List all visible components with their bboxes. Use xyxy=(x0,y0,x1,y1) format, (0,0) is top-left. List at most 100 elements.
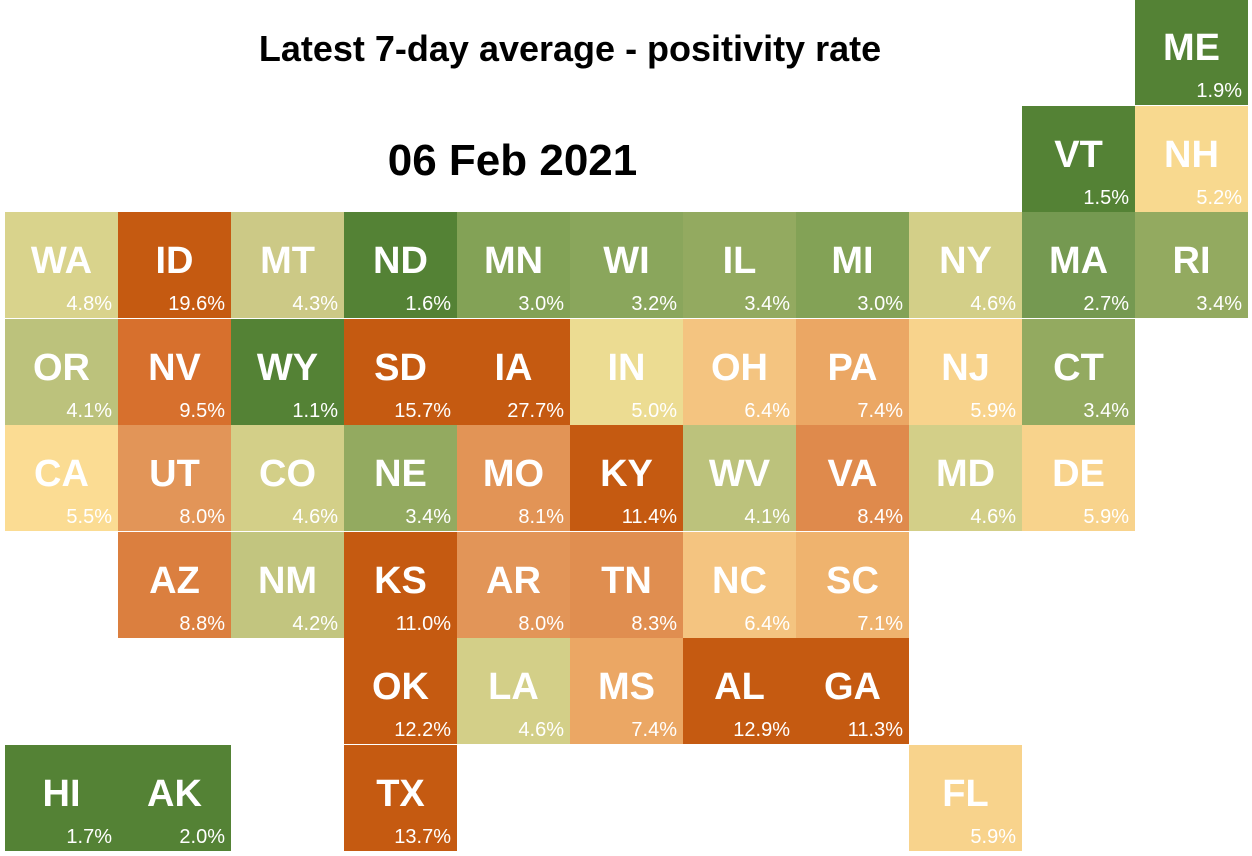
state-positivity-rate: 4.6% xyxy=(970,506,1016,528)
state-positivity-rate: 4.3% xyxy=(292,293,338,315)
state-abbr: WA xyxy=(30,240,93,282)
state-abbr: MI xyxy=(831,240,874,282)
state-tile-nm: NM 4.2% xyxy=(231,532,344,638)
state-positivity-rate: 8.1% xyxy=(518,506,564,528)
state-tile-ia: IA 27.7% xyxy=(457,319,570,425)
state-abbr: GA xyxy=(824,666,881,708)
state-tile-de: DE 5.9% xyxy=(1022,425,1135,531)
state-tile-ma: MA 2.7% xyxy=(1022,212,1135,318)
state-tile-ms: MS 7.4% xyxy=(570,638,683,744)
state-tile-ky: KY 11.4% xyxy=(570,425,683,531)
state-abbr: NY xyxy=(939,240,992,282)
state-abbr: MA xyxy=(1048,240,1109,282)
state-positivity-rate: 1.7% xyxy=(66,826,112,848)
state-positivity-rate: 3.4% xyxy=(1083,400,1129,422)
state-abbr: AR xyxy=(486,560,541,602)
state-abbr: MT xyxy=(260,240,315,282)
state-tile-al: AL 12.9% xyxy=(683,638,796,744)
state-abbr: FL xyxy=(942,773,989,815)
state-abbr: OH xyxy=(711,347,768,389)
state-abbr: UT xyxy=(149,453,200,495)
state-abbr: DE xyxy=(1052,453,1105,495)
state-positivity-rate: 4.6% xyxy=(518,719,564,741)
state-positivity-rate: 1.9% xyxy=(1196,80,1242,102)
state-positivity-rate: 3.4% xyxy=(1196,293,1242,315)
state-positivity-rate: 12.2% xyxy=(394,719,451,741)
state-abbr: MO xyxy=(482,453,545,495)
state-abbr: TX xyxy=(376,773,425,815)
state-tile-co: CO 4.6% xyxy=(231,425,344,531)
state-abbr: AL xyxy=(714,666,765,708)
state-abbr: VT xyxy=(1054,134,1103,176)
state-positivity-rate: 7.1% xyxy=(857,613,903,635)
state-abbr: PA xyxy=(827,347,878,389)
state-abbr: RI xyxy=(1172,240,1211,282)
state-abbr: HI xyxy=(42,773,81,815)
state-tile-id: ID 19.6% xyxy=(118,212,231,318)
state-tile-wy: WY 1.1% xyxy=(231,319,344,425)
state-abbr: KS xyxy=(374,560,427,602)
state-tile-wa: WA 4.8% xyxy=(5,212,118,318)
state-tile-nv: NV 9.5% xyxy=(118,319,231,425)
state-abbr: AZ xyxy=(149,560,200,602)
state-positivity-rate: 7.4% xyxy=(857,400,903,422)
state-abbr: NC xyxy=(712,560,767,602)
state-abbr: TN xyxy=(601,560,652,602)
state-positivity-rate: 3.0% xyxy=(518,293,564,315)
state-abbr: IL xyxy=(722,240,757,282)
state-positivity-rate: 4.6% xyxy=(970,293,1016,315)
state-abbr: IA xyxy=(494,347,533,389)
state-tile-mn: MN 3.0% xyxy=(457,212,570,318)
state-abbr: WI xyxy=(603,240,650,282)
state-tile-mi: MI 3.0% xyxy=(796,212,909,318)
state-tile-or: OR 4.1% xyxy=(5,319,118,425)
state-positivity-rate: 13.7% xyxy=(394,826,451,848)
state-positivity-rate: 1.1% xyxy=(292,400,338,422)
state-positivity-rate: 4.6% xyxy=(292,506,338,528)
state-positivity-rate: 2.7% xyxy=(1083,293,1129,315)
state-positivity-rate: 6.4% xyxy=(744,400,790,422)
state-positivity-rate: 27.7% xyxy=(507,400,564,422)
state-positivity-rate: 4.1% xyxy=(66,400,112,422)
state-tile-ak: AK 2.0% xyxy=(118,745,231,851)
state-tile-il: IL 3.4% xyxy=(683,212,796,318)
state-positivity-rate: 11.4% xyxy=(621,506,677,528)
state-abbr: KY xyxy=(600,453,653,495)
state-tile-az: AZ 8.8% xyxy=(118,532,231,638)
state-abbr: AK xyxy=(147,773,202,815)
state-positivity-rate: 15.7% xyxy=(394,400,451,422)
state-tile-pa: PA 7.4% xyxy=(796,319,909,425)
state-abbr: CA xyxy=(34,453,89,495)
state-abbr: CT xyxy=(1053,347,1104,389)
state-positivity-rate: 7.4% xyxy=(631,719,677,741)
state-positivity-rate: 11.0% xyxy=(395,613,451,635)
state-tile-ga: GA 11.3% xyxy=(796,638,909,744)
state-positivity-rate: 12.9% xyxy=(733,719,790,741)
state-abbr: MD xyxy=(935,453,996,495)
state-tile-ny: NY 4.6% xyxy=(909,212,1022,318)
state-abbr: CO xyxy=(259,453,316,495)
state-tile-va: VA 8.4% xyxy=(796,425,909,531)
state-tile-ks: KS 11.0% xyxy=(344,532,457,638)
state-positivity-rate: 11.3% xyxy=(847,719,903,741)
state-positivity-rate: 6.4% xyxy=(744,613,790,635)
state-positivity-rate: 19.6% xyxy=(168,293,225,315)
state-positivity-rate: 8.3% xyxy=(631,613,677,635)
state-positivity-rate: 5.9% xyxy=(970,826,1016,848)
state-tile-wv: WV 4.1% xyxy=(683,425,796,531)
state-abbr: ME xyxy=(1163,27,1220,69)
state-positivity-rate: 3.4% xyxy=(405,506,451,528)
state-abbr: IN xyxy=(607,347,646,389)
state-abbr: WV xyxy=(708,453,771,495)
state-tile-la: LA 4.6% xyxy=(457,638,570,744)
state-tile-tn: TN 8.3% xyxy=(570,532,683,638)
state-tile-ne: NE 3.4% xyxy=(344,425,457,531)
state-positivity-rate: 2.0% xyxy=(179,826,225,848)
state-abbr: ND xyxy=(373,240,428,282)
state-positivity-rate: 8.8% xyxy=(179,613,225,635)
state-tile-sd: SD 15.7% xyxy=(344,319,457,425)
state-positivity-rate: 3.4% xyxy=(744,293,790,315)
state-tile-sc: SC 7.1% xyxy=(796,532,909,638)
state-positivity-rate: 3.2% xyxy=(631,293,677,315)
state-positivity-rate: 8.0% xyxy=(179,506,225,528)
